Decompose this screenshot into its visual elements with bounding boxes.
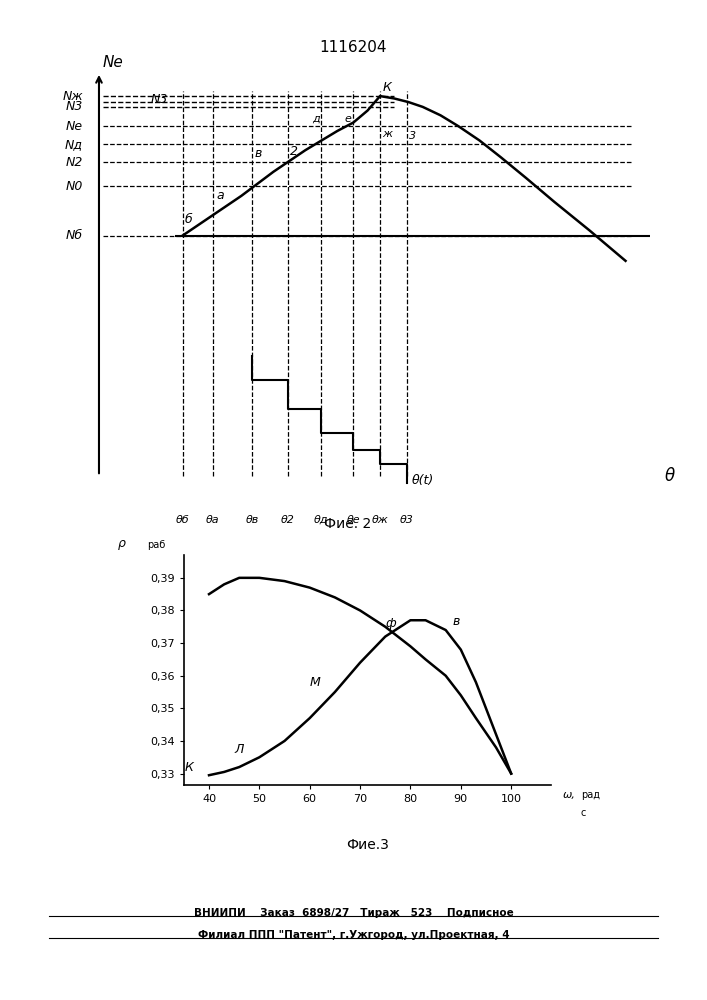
- Text: Филиал ППП "Патент", г.Ужгород, ул.Проектная, 4: Филиал ППП "Патент", г.Ужгород, ул.Проек…: [198, 930, 509, 940]
- Text: θд: θд: [314, 515, 329, 525]
- Text: N3: N3: [66, 100, 83, 113]
- Text: Л: Л: [235, 743, 244, 756]
- Text: б: б: [185, 213, 192, 226]
- Text: ω,: ω,: [563, 790, 575, 800]
- Text: θ: θ: [665, 467, 674, 485]
- Text: в: в: [452, 615, 460, 628]
- Text: М: М: [310, 676, 320, 689]
- Text: Фие.3: Фие.3: [346, 838, 389, 852]
- Text: Nб: Nб: [66, 229, 83, 242]
- Text: θа: θа: [206, 515, 220, 525]
- Text: N3: N3: [151, 93, 168, 106]
- Text: θ3: θ3: [399, 515, 414, 525]
- Text: 1116204: 1116204: [320, 40, 387, 55]
- Text: Nд: Nд: [65, 138, 83, 151]
- Text: д: д: [312, 114, 320, 124]
- Text: рад: рад: [581, 790, 600, 800]
- Text: ρ: ρ: [117, 537, 126, 550]
- Text: К: К: [383, 81, 392, 94]
- Text: Фие. 2: Фие. 2: [325, 517, 372, 531]
- Text: N0: N0: [66, 180, 83, 193]
- Text: Nж: Nж: [62, 90, 83, 103]
- Text: 2: 2: [291, 145, 298, 158]
- Text: θ(t): θ(t): [412, 474, 434, 487]
- Text: в: в: [255, 147, 262, 160]
- Text: ф: ф: [385, 617, 396, 630]
- Text: θв: θв: [245, 515, 259, 525]
- Text: е: е: [345, 114, 351, 124]
- Text: θе: θе: [346, 515, 360, 525]
- Text: К: К: [185, 761, 193, 774]
- Text: θб: θб: [176, 515, 189, 525]
- Text: Ne: Ne: [66, 120, 83, 133]
- Text: 3: 3: [409, 131, 416, 141]
- Text: ж: ж: [382, 129, 392, 139]
- Text: ВНИИПИ    Заказ  6898/27   Тираж   523    Подписное: ВНИИПИ Заказ 6898/27 Тираж 523 Подписное: [194, 908, 513, 918]
- Text: с: с: [581, 808, 586, 818]
- Text: Ne: Ne: [103, 55, 123, 70]
- Text: раб: раб: [147, 540, 165, 550]
- Text: θ2: θ2: [281, 515, 295, 525]
- Text: а: а: [216, 189, 224, 202]
- Text: N2: N2: [66, 156, 83, 169]
- Text: θж: θж: [372, 515, 388, 525]
